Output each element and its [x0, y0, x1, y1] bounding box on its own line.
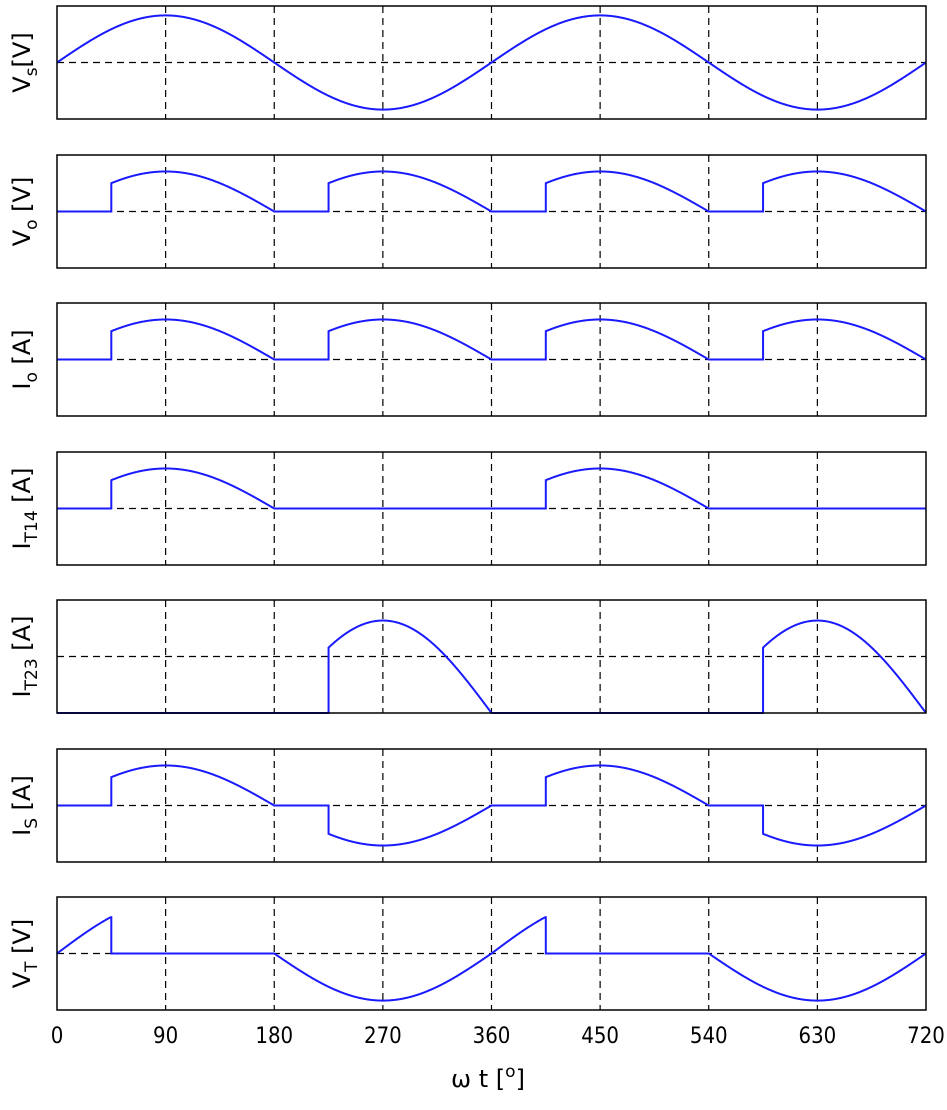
x-tick-label: 540	[690, 1024, 728, 1049]
panel-io: Io [A]	[8, 302, 927, 417]
vs-trace	[56, 14, 927, 111]
x-tick-label: 450	[581, 1024, 619, 1049]
x-tick-label: 90	[153, 1024, 178, 1049]
it23-ylabel: IT23 [A]	[8, 616, 42, 698]
x-tick-label: 0	[51, 1024, 64, 1049]
x-tick-label: 360	[473, 1024, 511, 1049]
x-axis-label: ω t [o]	[451, 1062, 525, 1093]
it14-trace	[57, 467, 926, 510]
vt-trace	[56, 916, 927, 1002]
vt-ylabel: VT [V]	[8, 919, 42, 989]
panel-frame	[56, 5, 927, 120]
x-tick-label: 630	[798, 1024, 836, 1049]
x-tick-label: 180	[255, 1024, 293, 1049]
panel-vt: VT [V]	[8, 896, 927, 1011]
vo-trace	[57, 170, 927, 213]
panel-frame	[56, 599, 927, 714]
panel-it23: IT23 [A]	[8, 599, 927, 714]
is-ylabel: IS [A]	[8, 775, 42, 836]
panel-frame	[56, 302, 927, 417]
is-trace	[57, 764, 927, 847]
vo-ylabel: Vo [V]	[8, 177, 42, 247]
panel-frame	[56, 748, 927, 863]
it14-ylabel: IT14 [A]	[8, 468, 42, 550]
io-ylabel: Io [A]	[8, 329, 42, 389]
panel-frame	[56, 451, 927, 566]
panel-it14: IT14 [A]	[8, 451, 927, 566]
panel-is: IS [A]	[8, 748, 927, 863]
x-tick-label: 270	[364, 1024, 402, 1049]
panel-vo: Vo [V]	[8, 154, 927, 269]
panel-frame	[56, 154, 927, 269]
io-trace	[57, 318, 927, 361]
vs-ylabel: Vs[V]	[8, 32, 42, 92]
panel-frame	[56, 896, 927, 1011]
x-tick-label: 720	[907, 1024, 945, 1049]
panel-vs: Vs[V]	[8, 5, 927, 120]
